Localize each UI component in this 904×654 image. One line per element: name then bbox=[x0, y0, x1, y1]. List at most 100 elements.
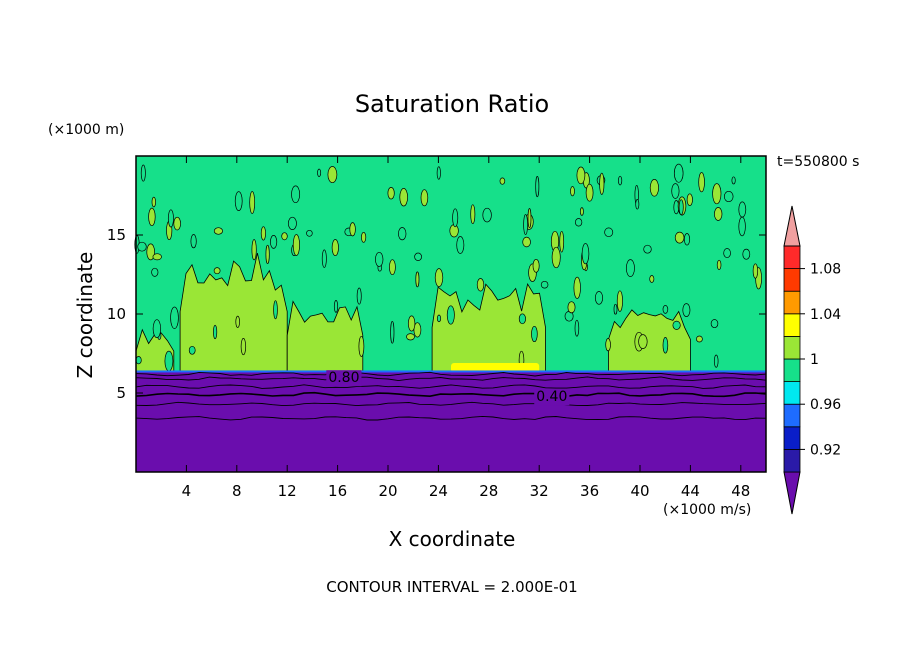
contour-blob bbox=[625, 259, 635, 277]
colorbar-max-arrow bbox=[783, 205, 801, 247]
contour-blob bbox=[356, 287, 362, 305]
contour-blob bbox=[618, 175, 623, 186]
contour-blob bbox=[649, 179, 659, 197]
contour-blob bbox=[213, 267, 221, 275]
x-axis-label: X coordinate bbox=[389, 527, 516, 551]
contour-blob bbox=[576, 166, 586, 185]
contour-blob bbox=[291, 185, 301, 204]
contour-blob bbox=[742, 248, 751, 260]
contour-blob bbox=[331, 239, 339, 257]
contour-blob bbox=[673, 163, 684, 183]
contour-blob bbox=[414, 252, 422, 261]
contour-blob bbox=[188, 345, 196, 355]
contour-blob bbox=[686, 193, 693, 206]
contour-label-bg bbox=[534, 389, 570, 406]
boundary-band bbox=[136, 370, 766, 374]
region-supersaturated-4 bbox=[431, 283, 546, 373]
contour-blob bbox=[672, 320, 681, 330]
contour-blob bbox=[540, 280, 549, 289]
contour-label: 0.80 bbox=[328, 370, 359, 386]
colorbar-segment bbox=[783, 268, 801, 292]
contour-blob bbox=[605, 338, 611, 352]
contour-blob bbox=[265, 244, 270, 264]
contour-blob bbox=[723, 248, 731, 259]
y-tick-label: 10 bbox=[107, 305, 126, 323]
contour-blob bbox=[361, 231, 367, 243]
contour-blob bbox=[574, 218, 583, 227]
contour-blob bbox=[559, 230, 565, 253]
contour-blob bbox=[616, 290, 623, 312]
contour-blob bbox=[387, 187, 395, 200]
contour-blob bbox=[436, 314, 442, 323]
contour-blob bbox=[151, 196, 156, 208]
contour-blob bbox=[234, 191, 243, 211]
x-tick-label: 8 bbox=[232, 482, 242, 500]
contour-blob bbox=[674, 231, 685, 244]
colorbar-segment bbox=[783, 381, 801, 405]
contour-line bbox=[135, 401, 767, 407]
contour-blob bbox=[574, 319, 580, 337]
contour-blob bbox=[190, 234, 197, 249]
contour-line bbox=[135, 391, 767, 398]
region-yellow-patch bbox=[451, 362, 540, 373]
contour-blob bbox=[573, 276, 581, 299]
x-tick-label: 20 bbox=[378, 482, 397, 500]
contour-blob bbox=[349, 222, 356, 237]
colorbar-segment bbox=[783, 290, 801, 315]
colorbar-tick-label: 0.92 bbox=[810, 442, 841, 458]
contour-blob bbox=[390, 320, 395, 344]
colorbar-segment bbox=[783, 313, 801, 337]
contour-blob bbox=[585, 183, 594, 202]
contour-blob bbox=[535, 176, 540, 198]
contour-blob bbox=[235, 315, 240, 328]
colorbar-tick-label: 1.04 bbox=[810, 307, 841, 323]
x-tick-label: 48 bbox=[731, 482, 750, 500]
colorbar-segment bbox=[783, 403, 801, 428]
contour-blob bbox=[407, 315, 416, 332]
contour-blob bbox=[638, 334, 648, 349]
contour-blob bbox=[140, 164, 146, 182]
region-supersaturated-3 bbox=[286, 300, 364, 373]
contour-blob bbox=[662, 305, 669, 314]
contour-blob bbox=[731, 176, 736, 185]
contour-blob bbox=[635, 199, 640, 210]
contour-interval-footer: CONTOUR INTERVAL = 2.000E-01 bbox=[326, 578, 577, 596]
colorbar-tick-label: 1 bbox=[810, 352, 819, 368]
contour-blob bbox=[532, 258, 540, 273]
x-tick-label: 12 bbox=[278, 482, 297, 500]
x-tick-label: 36 bbox=[580, 482, 599, 500]
region-lower bbox=[136, 372, 766, 472]
contour-blob bbox=[281, 232, 288, 241]
contour-blob bbox=[567, 301, 576, 314]
contour-blob bbox=[273, 300, 278, 320]
contour-blob bbox=[738, 216, 746, 237]
contour-line bbox=[135, 376, 767, 382]
x-tick-label: 44 bbox=[681, 482, 700, 500]
colorbar-tick-label: 1.08 bbox=[810, 262, 841, 278]
contour-blob bbox=[415, 271, 420, 288]
contour-blob bbox=[678, 199, 684, 216]
colorbar: 0.92 0.96 1 1.04 1.08 bbox=[783, 205, 841, 515]
contour-blob bbox=[714, 207, 723, 221]
contour-label-bg bbox=[326, 370, 362, 387]
contour-blob bbox=[698, 172, 705, 193]
chart-title: Saturation Ratio bbox=[355, 90, 549, 118]
contour-blob bbox=[682, 303, 691, 317]
contour-blob bbox=[649, 275, 655, 283]
contour-blob bbox=[643, 244, 652, 254]
contour-blob bbox=[518, 313, 526, 325]
contour-blob bbox=[398, 227, 407, 241]
contour-blob bbox=[712, 183, 722, 205]
contour-label: 0.40 bbox=[536, 389, 567, 405]
contour-blob bbox=[420, 189, 429, 207]
contour-blob bbox=[333, 300, 339, 313]
contour-blob bbox=[434, 268, 444, 287]
contour-blob bbox=[752, 263, 759, 279]
colorbar-segment bbox=[783, 426, 801, 450]
contour-blob bbox=[137, 241, 147, 252]
contour-blob bbox=[321, 249, 327, 268]
colorbar-tick-label: 0.96 bbox=[810, 397, 841, 413]
contour-blob bbox=[249, 191, 256, 214]
contour-blob bbox=[613, 303, 618, 315]
